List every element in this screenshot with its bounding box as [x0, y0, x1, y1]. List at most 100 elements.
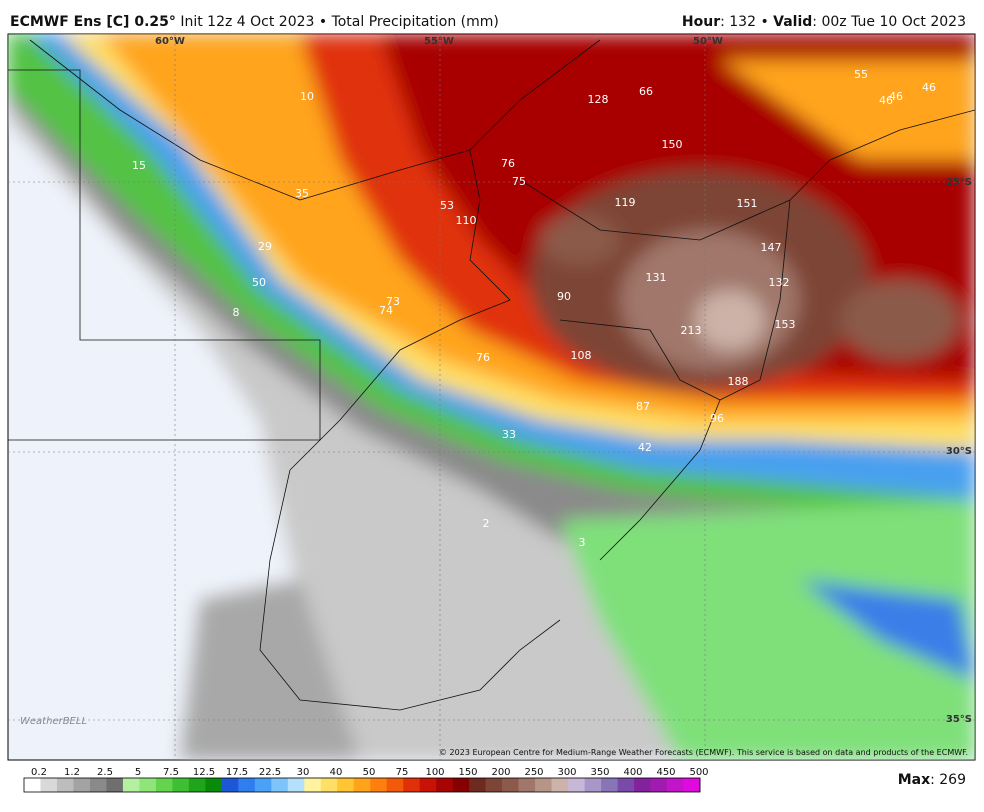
precip-value: 96 [710, 412, 724, 425]
precip-value: 87 [636, 400, 650, 413]
colorbar-label: 250 [524, 767, 543, 778]
colorbar-swatch [304, 778, 322, 792]
colorbar-swatch [617, 778, 635, 792]
colorbar-label: 75 [396, 767, 409, 778]
colorbar-swatch [568, 778, 585, 792]
header-segment: Max [898, 772, 930, 788]
colorbar-swatch [337, 778, 355, 792]
colorbar-label: 150 [458, 767, 477, 778]
colorbar-swatch [634, 778, 651, 792]
colorbar: 0.2 1.2 2.5 5 7.5 12.5 17.5 22.5 30 40 50 75 100 150 2… [23, 767, 709, 793]
map-field [8, 34, 975, 760]
colorbar-swatch [172, 778, 190, 792]
colorbar-label: 22.5 [259, 767, 281, 778]
colorbar-swatch [254, 778, 272, 792]
precip-value: 50 [252, 276, 266, 289]
colorbar-label: 350 [590, 767, 609, 778]
colorbar-swatch [370, 778, 388, 792]
copyright: © 2023 European Centre for Medium-Range … [439, 748, 968, 757]
colorbar-label: 12.5 [193, 767, 215, 778]
colorbar-swatch [419, 778, 437, 792]
precip-value: 42 [638, 441, 652, 454]
precip-value: 213 [681, 324, 702, 337]
precip-value: 131 [646, 271, 667, 284]
colorbar-swatch [683, 778, 701, 792]
colorbar-swatch [551, 778, 569, 792]
precip-value: 147 [761, 241, 782, 254]
precip-value: 128 [588, 93, 609, 106]
precip-value: 33 [502, 428, 516, 441]
colorbar-swatch [601, 778, 618, 792]
precip-value: 75 [512, 175, 526, 188]
colorbar-label: 40 [330, 767, 343, 778]
header-segment: : 269 [930, 772, 966, 788]
borders [8, 39, 975, 711]
precip-value: 3 [579, 536, 586, 549]
colorbar-swatch [287, 778, 305, 792]
header-segment: Init 12z 4 Oct 2023 • Total Precipitatio… [176, 14, 499, 30]
colorbar-swatch [353, 778, 371, 792]
colorbar-swatch [24, 778, 41, 792]
colorbar-label: 200 [491, 767, 510, 778]
precip-value: 66 [639, 85, 653, 98]
header-segment: : 00z Tue 10 Oct 2023 [812, 14, 966, 30]
colorbar-border [23, 777, 701, 793]
precip-value: 76 [476, 351, 490, 364]
precip-value: 8 [233, 306, 240, 319]
colorbar-swatch [155, 778, 173, 792]
colorbar-label: 5 [135, 767, 141, 778]
grid-label: 25°S [946, 177, 972, 188]
colorbar-label: 17.5 [226, 767, 248, 778]
precip-value: 151 [737, 197, 758, 210]
logo: WeatherBELL [20, 716, 87, 727]
colorbar-swatch [584, 778, 602, 792]
precip-value: 110 [456, 214, 477, 227]
precip-value: 53 [440, 199, 454, 212]
header-segment: ECMWF Ens [C] 0.25° [10, 14, 176, 30]
colorbar-swatch [485, 778, 503, 792]
colorbar-swatch [469, 778, 486, 792]
colorbar-label: 450 [656, 767, 675, 778]
precip-value: 29 [258, 240, 272, 253]
colorbar-swatch [452, 778, 470, 792]
precip-value: 153 [775, 318, 796, 331]
header-segment: Hour [682, 14, 720, 30]
graticule [8, 34, 975, 760]
precip-value: 150 [662, 138, 683, 151]
colorbar-swatch [139, 778, 157, 792]
precip-value: 46 [879, 94, 893, 107]
grid-label: 60°W [155, 36, 185, 47]
grid-label: 55°W [424, 36, 454, 47]
colorbar-swatch [122, 778, 140, 792]
colorbar-swatch [502, 778, 519, 792]
header-left: ECMWF Ens [C] 0.25° Init 12z 4 Oct 2023 … [10, 14, 499, 30]
precip-value: 108 [571, 349, 592, 362]
colorbar-swatch [238, 778, 256, 792]
precip-value: 73 [386, 295, 400, 308]
colorbar-swatch [650, 778, 668, 792]
header-segment: Valid [773, 14, 812, 30]
colorbar-label: 100 [425, 767, 444, 778]
colorbar-label: 0.2 [31, 767, 47, 778]
colorbar-swatch [89, 778, 107, 792]
colorbar-label: 400 [623, 767, 642, 778]
colorbar-swatch [188, 778, 206, 792]
colorbar-label: 500 [689, 767, 708, 778]
precip-value: 35 [295, 187, 309, 200]
colorbar-swatch [205, 778, 223, 792]
precip-value: 132 [769, 276, 790, 289]
grid-label: 30°S [946, 446, 972, 457]
colorbar-swatch [221, 778, 239, 792]
grid-label: 50°W [693, 36, 723, 47]
precip-value: 74 [379, 304, 393, 317]
precip-value: 55 [854, 68, 868, 81]
precip-value: 46 [889, 90, 903, 103]
colorbar-swatch [106, 778, 124, 792]
precip-value: 46 [922, 81, 936, 94]
precip-value: 2 [483, 517, 490, 530]
colorbar-label: 30 [297, 767, 310, 778]
precip-value: 10 [300, 90, 314, 103]
colorbar-swatch [518, 778, 536, 792]
max-value: Max: 269 [898, 772, 966, 788]
